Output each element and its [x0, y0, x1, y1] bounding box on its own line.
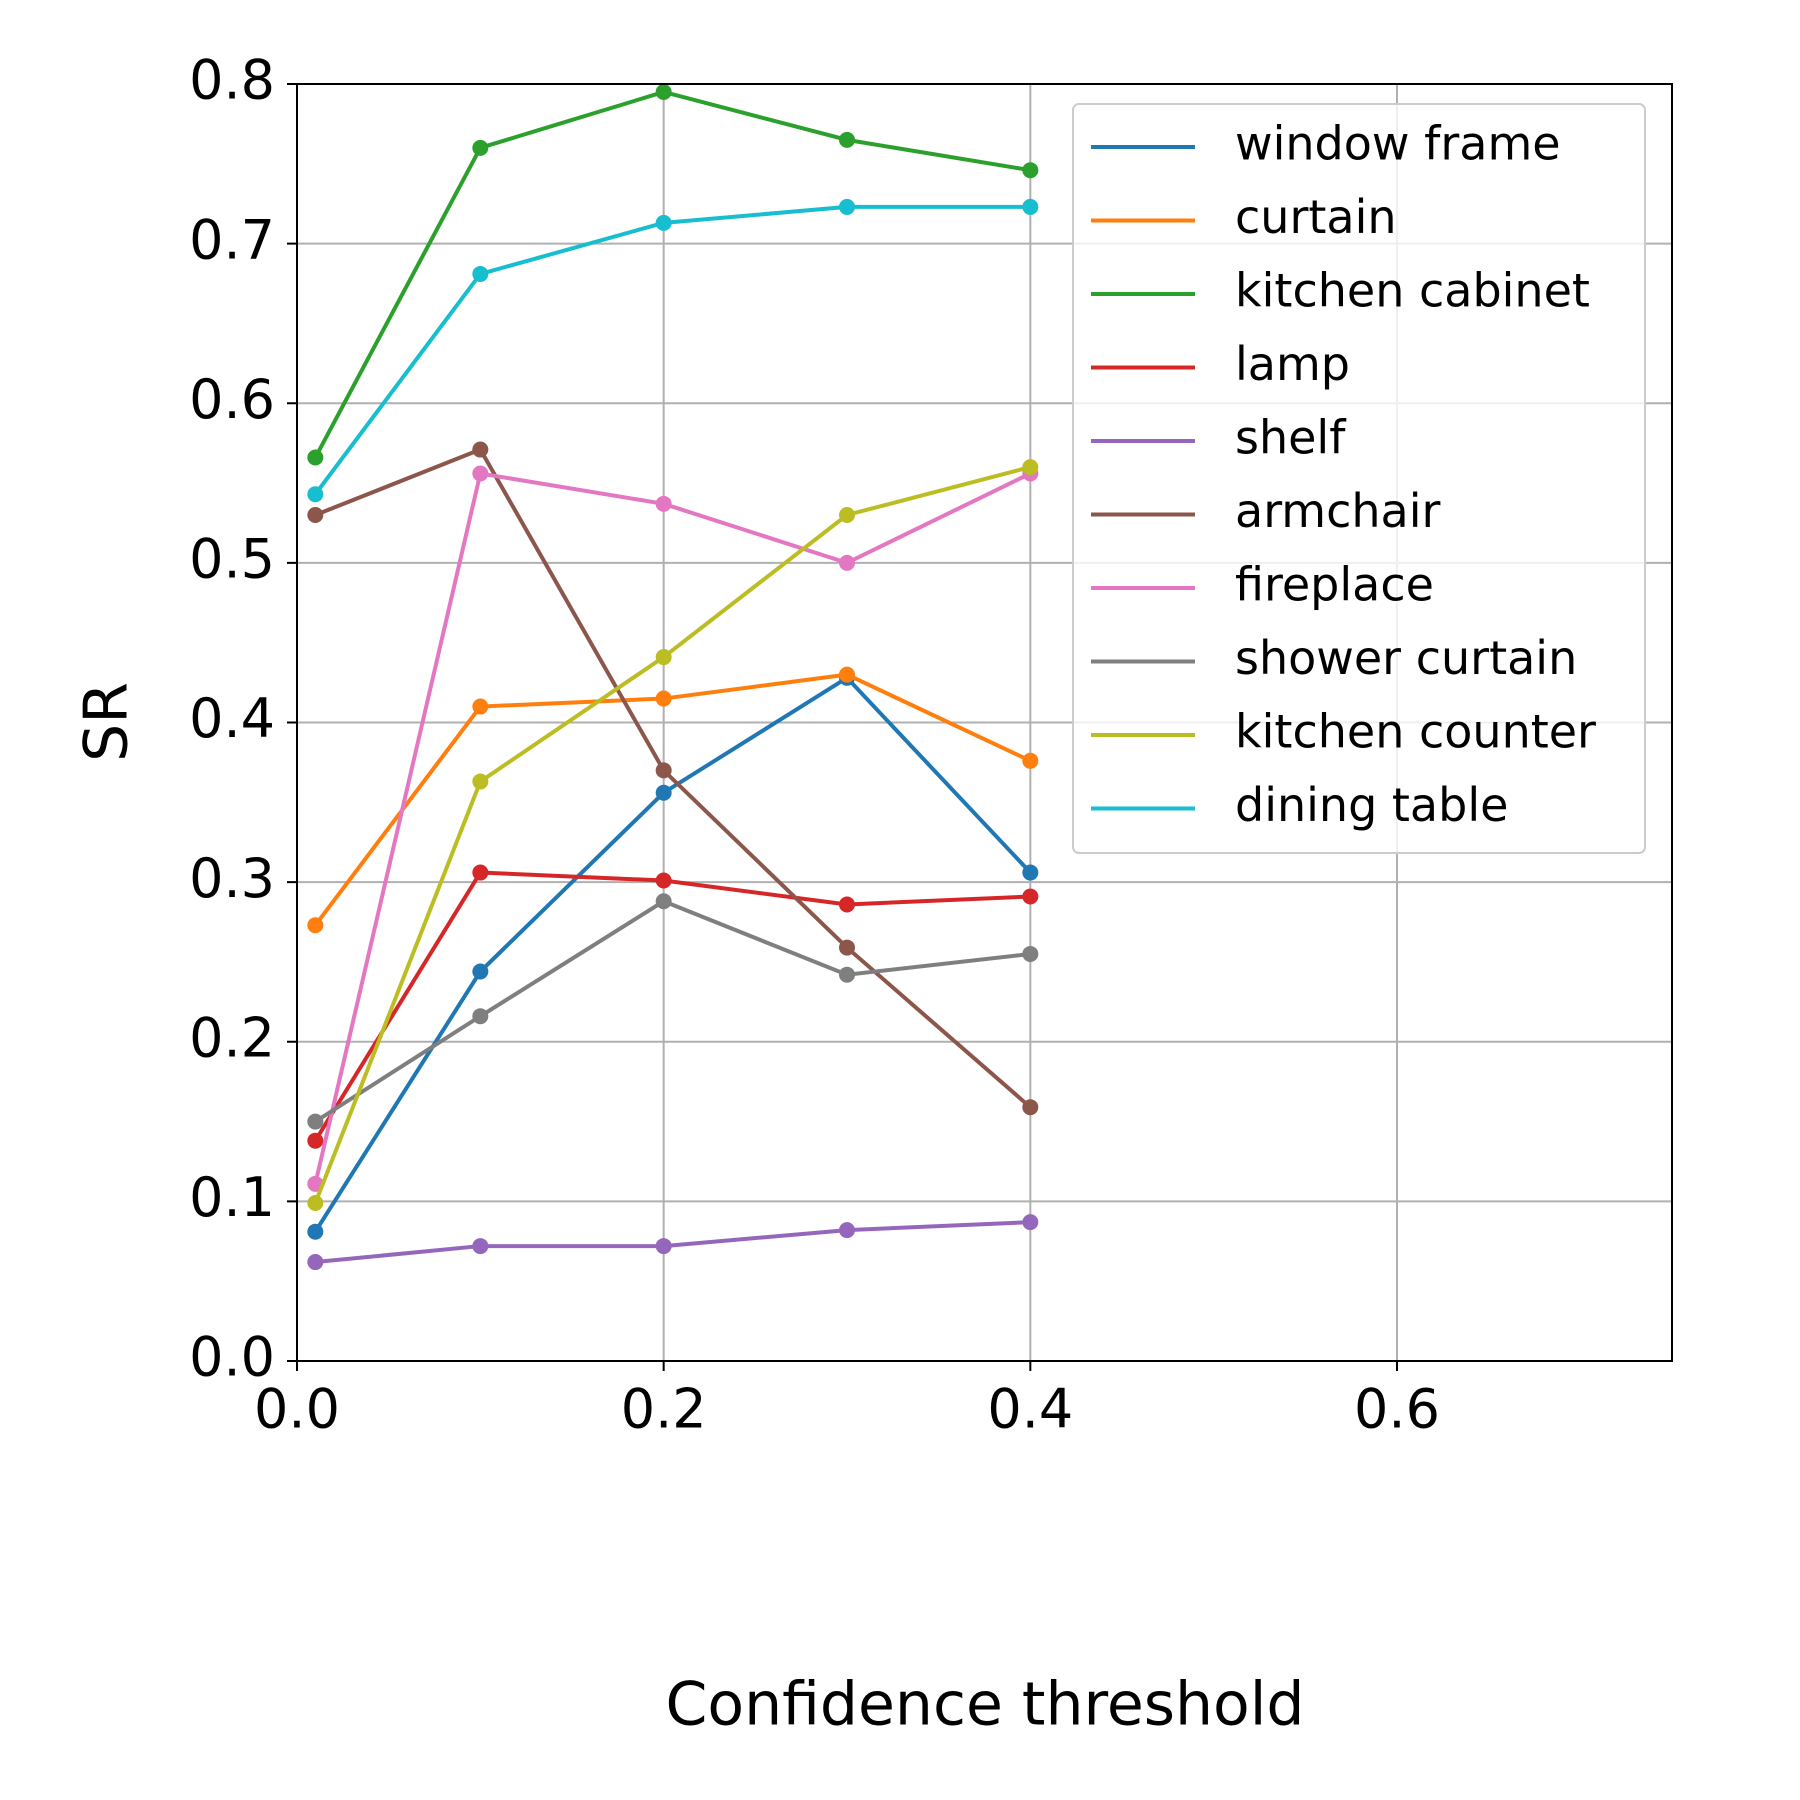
- data-point: [307, 506, 324, 523]
- data-point: [839, 506, 855, 523]
- data-point: [655, 872, 672, 889]
- data-point: [472, 139, 489, 156]
- y-axis-label: SR: [72, 682, 142, 762]
- data-point: [307, 1132, 324, 1149]
- x-tick-label: 0.0: [254, 1378, 340, 1441]
- y-tick-label: 0.2: [189, 1006, 275, 1069]
- data-point: [655, 784, 672, 801]
- data-point: [307, 449, 324, 466]
- data-point: [472, 773, 489, 790]
- data-point: [472, 441, 489, 458]
- data-point: [307, 1113, 324, 1130]
- data-point: [839, 198, 855, 215]
- data-point: [839, 966, 855, 983]
- series-line: [313, 465, 1031, 1204]
- y-tick-label: 0.3: [189, 847, 275, 910]
- data-point: [1022, 459, 1039, 476]
- data-point: [472, 465, 489, 482]
- legend-label: fireplace: [1235, 558, 1434, 612]
- y-tick-label: 0.4: [189, 687, 275, 750]
- data-point: [307, 486, 324, 503]
- legend-label: window frame: [1235, 117, 1561, 171]
- y-tick-label: 0.0: [189, 1326, 275, 1389]
- data-point: [472, 1008, 489, 1025]
- y-tick-label: 0.6: [189, 368, 275, 431]
- legend-label: lamp: [1235, 337, 1350, 391]
- data-point: [655, 893, 672, 910]
- legend-label: shower curtain: [1235, 631, 1577, 685]
- y-tick-label: 0.5: [189, 528, 275, 591]
- data-point: [307, 1194, 324, 1211]
- data-point: [655, 495, 672, 512]
- data-point: [655, 214, 672, 231]
- legend-box: [1072, 103, 1646, 854]
- legend-label: armchair: [1235, 484, 1441, 538]
- data-point: [839, 896, 855, 913]
- data-point: [307, 1254, 324, 1271]
- y-tick-label: 0.1: [189, 1166, 275, 1229]
- data-point: [472, 265, 489, 282]
- data-point: [1022, 864, 1039, 881]
- data-point: [655, 690, 672, 707]
- data-point: [655, 762, 672, 779]
- data-point: [472, 698, 489, 715]
- series-line: [314, 447, 1032, 1109]
- data-point: [1022, 888, 1039, 905]
- legend-label: dining table: [1235, 778, 1508, 832]
- data-point: [839, 939, 855, 956]
- data-point: [839, 554, 855, 571]
- x-tick-label: 0.2: [621, 1378, 707, 1441]
- series-line: [313, 870, 1031, 1142]
- data-point: [839, 666, 855, 683]
- data-point: [655, 1238, 672, 1255]
- data-point: [1022, 162, 1039, 179]
- x-tick-label: 0.4: [987, 1378, 1073, 1441]
- legend-label: kitchen counter: [1235, 705, 1596, 759]
- series-line: [315, 1220, 1031, 1265]
- series-line: [313, 471, 1032, 1185]
- data-point: [1022, 945, 1039, 962]
- series-line: [313, 675, 1032, 1233]
- series-line: [313, 672, 1032, 927]
- legend-label: shelf: [1235, 411, 1347, 465]
- data-point: [1022, 1099, 1039, 1116]
- x-axis-label: Confidence threshold: [666, 1670, 1305, 1740]
- x-tick-label: 0.6: [1354, 1378, 1440, 1441]
- plot-frame: [296, 83, 1673, 1362]
- data-point: [655, 649, 672, 666]
- data-point: [307, 1223, 324, 1240]
- data-point: [1022, 198, 1039, 215]
- data-point: [1022, 752, 1039, 769]
- y-tick-label: 0.7: [189, 208, 275, 271]
- data-point: [655, 83, 672, 100]
- data-point: [472, 963, 489, 980]
- data-point: [307, 917, 324, 934]
- data-point: [472, 1238, 489, 1255]
- data-point: [839, 131, 855, 148]
- data-point: [1022, 1214, 1039, 1231]
- legend: window frame curtain kitchen cabinet lamp sh…: [1072, 103, 1646, 854]
- legend-label: curtain: [1235, 190, 1397, 244]
- data-point: [839, 1222, 855, 1239]
- legend-label: kitchen cabinet: [1235, 264, 1590, 318]
- series-line: [313, 204, 1031, 496]
- y-tick-label: 0.8: [189, 49, 275, 112]
- data-point: [472, 864, 489, 881]
